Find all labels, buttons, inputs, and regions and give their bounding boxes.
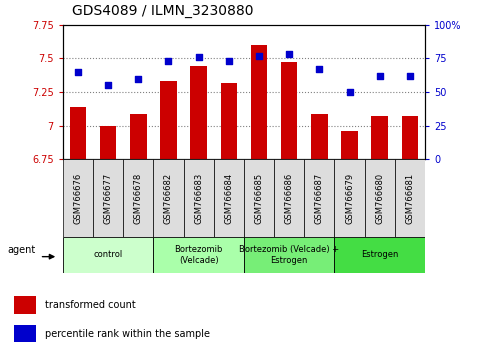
Bar: [70, 107, 86, 159]
Text: GSM766678: GSM766678: [134, 173, 143, 224]
Bar: [160, 81, 177, 159]
Bar: [244, 159, 274, 237]
Text: transformed count: transformed count: [44, 300, 135, 310]
Bar: [14, 296, 36, 314]
Bar: [311, 114, 327, 159]
Point: [74, 69, 82, 75]
Bar: [154, 159, 184, 237]
Point: [346, 89, 354, 95]
Bar: [304, 159, 334, 237]
Bar: [100, 126, 116, 159]
Bar: [281, 62, 298, 159]
Bar: [123, 159, 154, 237]
Bar: [190, 67, 207, 159]
Bar: [365, 159, 395, 237]
Point: [255, 53, 263, 58]
Bar: [341, 131, 358, 159]
Text: GSM766683: GSM766683: [194, 173, 203, 224]
Point: [376, 73, 384, 79]
Text: Bortezomib
(Velcade): Bortezomib (Velcade): [174, 245, 223, 264]
Point: [165, 58, 172, 64]
Bar: [274, 159, 304, 237]
Bar: [63, 237, 154, 273]
Text: GSM766677: GSM766677: [103, 173, 113, 224]
Bar: [213, 159, 244, 237]
Bar: [63, 159, 93, 237]
Bar: [371, 116, 388, 159]
Text: Bortezomib (Velcade) +
Estrogen: Bortezomib (Velcade) + Estrogen: [239, 245, 339, 264]
Text: GSM766680: GSM766680: [375, 173, 384, 224]
Bar: [154, 237, 244, 273]
Text: GSM766684: GSM766684: [224, 173, 233, 224]
Bar: [14, 325, 36, 343]
Bar: [402, 116, 418, 159]
Text: GSM766681: GSM766681: [405, 173, 414, 224]
Point: [406, 73, 414, 79]
Bar: [93, 159, 123, 237]
Text: Estrogen: Estrogen: [361, 250, 398, 259]
Point: [225, 58, 233, 64]
Bar: [395, 159, 425, 237]
Point: [134, 76, 142, 81]
Bar: [334, 159, 365, 237]
Point: [195, 54, 202, 60]
Text: GSM766685: GSM766685: [255, 173, 264, 224]
Text: GSM766687: GSM766687: [315, 173, 324, 224]
Text: GSM766682: GSM766682: [164, 173, 173, 224]
Bar: [334, 237, 425, 273]
Bar: [130, 114, 146, 159]
Bar: [244, 237, 334, 273]
Text: control: control: [93, 250, 123, 259]
Bar: [184, 159, 213, 237]
Text: GSM766676: GSM766676: [73, 173, 83, 224]
Text: GSM766686: GSM766686: [284, 173, 294, 224]
Bar: [251, 45, 267, 159]
Point: [315, 66, 323, 72]
Point: [285, 52, 293, 57]
Text: GSM766679: GSM766679: [345, 173, 354, 224]
Point: [104, 82, 112, 88]
Text: agent: agent: [8, 245, 36, 255]
Text: percentile rank within the sample: percentile rank within the sample: [44, 329, 210, 338]
Text: GDS4089 / ILMN_3230880: GDS4089 / ILMN_3230880: [72, 4, 254, 18]
Bar: [221, 82, 237, 159]
